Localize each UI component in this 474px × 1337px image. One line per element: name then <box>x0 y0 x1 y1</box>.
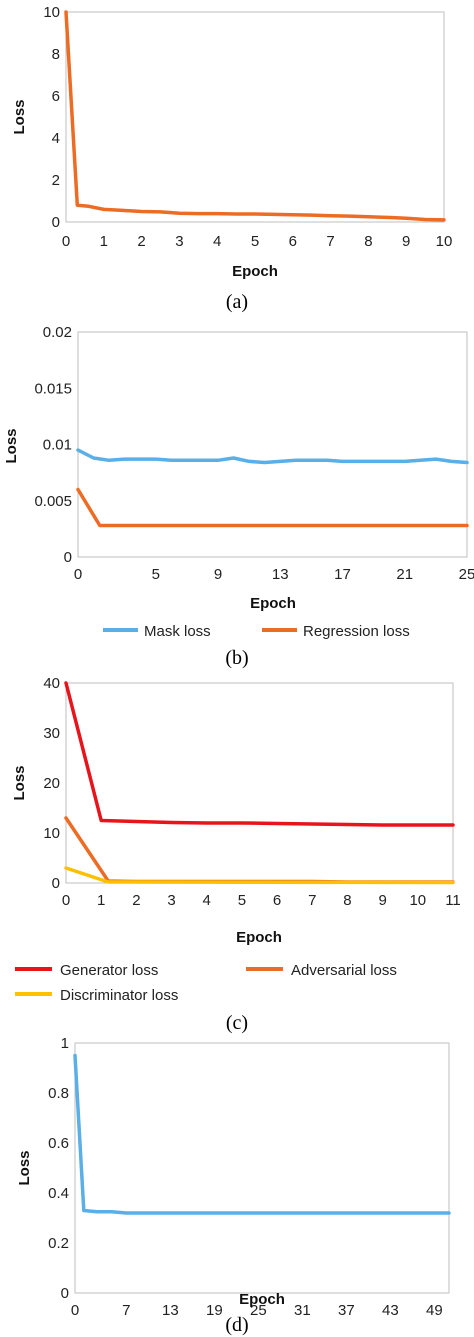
x-tick-label-b-9: 9 <box>214 566 222 583</box>
x-tick-label-b-13: 13 <box>272 566 289 583</box>
series-line-c-generator-loss <box>64 681 455 827</box>
plot-frame-d <box>74 1042 450 1294</box>
chart-panel-b: 0 0.005 0.01 0.015 0.02 0 5 9 13 17 21 25 Loss Epo… <box>3 324 474 669</box>
panel-caption-c: (c) <box>226 1012 248 1034</box>
legend-label-adversarial-loss: Adversarial loss <box>291 962 397 979</box>
x-tick-label-c-0: 0 <box>62 892 70 909</box>
legend-label-mask-loss: Mask loss <box>144 623 211 640</box>
plot-frame-b <box>77 331 468 558</box>
series-line-b-regression-loss <box>76 487 469 528</box>
panel-caption-a: (a) <box>226 291 248 313</box>
series-line-a-loss <box>64 10 446 222</box>
plot-frame-a <box>65 11 445 223</box>
y-tick-label-d-0-6: 0.6 <box>48 1135 69 1152</box>
x-tick-label-a-4: 4 <box>213 233 221 250</box>
chart-panel-a: 0 2 4 6 8 10 0 1 2 3 4 5 6 7 8 9 10 Loss Epoch (a) <box>11 4 452 313</box>
y-tick-label-a-6: 6 <box>52 88 60 105</box>
x-tick-label-d-0: 0 <box>71 1302 79 1319</box>
y-tick-label-b-0-02: 0.02 <box>43 324 72 341</box>
x-tick-label-a-7: 7 <box>326 233 334 250</box>
x-tick-label-d-49: 49 <box>426 1302 443 1319</box>
chart-panel-c: 0 10 20 30 40 0 1 2 3 4 5 6 7 8 9 10 11 Loss Epoch Gene… <box>11 675 461 1034</box>
chart-panel-d: 0 0.2 0.4 0.6 0.8 1 0 7 13 19 25 31 37 43 49 Loss Epo… <box>16 1035 451 1336</box>
x-tick-label-a-5: 5 <box>251 233 259 250</box>
y-tick-label-b-0-015: 0.015 <box>34 380 72 397</box>
y-tick-label-c-0: 0 <box>52 875 60 892</box>
x-tick-label-c-10: 10 <box>409 892 426 909</box>
plot-frame-c <box>65 682 454 884</box>
y-tick-label-b-0-01: 0.01 <box>43 437 72 454</box>
x-tick-label-d-37: 37 <box>338 1302 355 1319</box>
x-tick-label-c-7: 7 <box>308 892 316 909</box>
y-tick-label-c-20: 20 <box>43 775 60 792</box>
x-tick-label-c-9: 9 <box>378 892 386 909</box>
x-tick-label-d-19: 19 <box>206 1302 223 1319</box>
x-tick-label-a-0: 0 <box>62 233 70 250</box>
y-tick-label-d-0-2: 0.2 <box>48 1235 69 1252</box>
y-tick-label-a-10: 10 <box>43 4 60 21</box>
y-axis-label-c: Loss <box>11 765 28 800</box>
y-axis-label-b: Loss <box>3 428 20 463</box>
y-tick-label-d-1: 1 <box>61 1035 69 1052</box>
x-tick-label-c-3: 3 <box>167 892 175 909</box>
y-tick-label-a-8: 8 <box>52 46 60 63</box>
x-tick-label-c-6: 6 <box>273 892 281 909</box>
x-tick-label-a-10: 10 <box>436 233 453 250</box>
x-tick-label-a-9: 9 <box>402 233 410 250</box>
x-tick-label-c-1: 1 <box>97 892 105 909</box>
x-tick-label-b-0: 0 <box>74 566 82 583</box>
y-tick-label-a-4: 4 <box>52 130 60 147</box>
legend-b: Mask loss Regression loss <box>103 623 410 640</box>
panel-caption-d: (d) <box>225 1314 248 1336</box>
x-tick-label-d-31: 31 <box>294 1302 311 1319</box>
x-axis-label-d: Epoch <box>239 1291 285 1308</box>
y-tick-label-d-0-4: 0.4 <box>48 1185 69 1202</box>
y-tick-label-c-40: 40 <box>43 675 60 692</box>
series-line-d-loss <box>73 1053 451 1215</box>
series-line-c-discriminator-loss <box>64 866 455 885</box>
x-tick-label-b-17: 17 <box>334 566 351 583</box>
x-tick-label-c-11: 11 <box>445 892 461 909</box>
y-tick-label-a-2: 2 <box>52 172 60 189</box>
x-tick-label-c-4: 4 <box>203 892 211 909</box>
x-tick-label-c-2: 2 <box>132 892 140 909</box>
x-axis-label-a: Epoch <box>232 263 278 280</box>
x-tick-label-b-5: 5 <box>152 566 160 583</box>
panel-caption-b: (b) <box>225 647 248 669</box>
x-tick-label-b-21: 21 <box>396 566 413 583</box>
y-tick-label-c-10: 10 <box>43 825 60 842</box>
y-tick-label-c-30: 30 <box>43 725 60 742</box>
legend-c: Generator loss Adversarial loss Discrimi… <box>15 962 397 1004</box>
x-tick-label-b-25: 25 <box>459 566 474 583</box>
legend-label-discriminator-loss: Discriminator loss <box>60 987 178 1004</box>
x-axis-label-c: Epoch <box>236 929 282 946</box>
x-tick-label-c-5: 5 <box>238 892 246 909</box>
y-tick-label-b-0: 0 <box>64 549 72 566</box>
x-tick-label-d-7: 7 <box>122 1302 130 1319</box>
x-tick-label-d-25: 25 <box>250 1302 267 1319</box>
x-tick-label-a-8: 8 <box>364 233 372 250</box>
x-tick-label-d-43: 43 <box>382 1302 399 1319</box>
legend-label-regression-loss: Regression loss <box>303 623 410 640</box>
y-tick-label-b-0-005: 0.005 <box>34 493 72 510</box>
x-tick-label-d-13: 13 <box>162 1302 179 1319</box>
x-tick-label-a-1: 1 <box>100 233 108 250</box>
x-tick-label-a-2: 2 <box>137 233 145 250</box>
legend-label-generator-loss: Generator loss <box>60 962 158 979</box>
y-tick-label-a-0: 0 <box>52 214 60 231</box>
x-tick-label-a-3: 3 <box>175 233 183 250</box>
y-axis-label-d: Loss <box>16 1150 33 1185</box>
x-tick-label-a-6: 6 <box>289 233 297 250</box>
x-axis-label-b: Epoch <box>250 595 296 612</box>
x-tick-label-c-8: 8 <box>343 892 351 909</box>
y-tick-label-d-0: 0 <box>61 1285 69 1302</box>
y-axis-label-a: Loss <box>11 99 28 134</box>
series-line-b-mask-loss <box>76 448 469 465</box>
y-tick-label-d-0-8: 0.8 <box>48 1085 69 1102</box>
